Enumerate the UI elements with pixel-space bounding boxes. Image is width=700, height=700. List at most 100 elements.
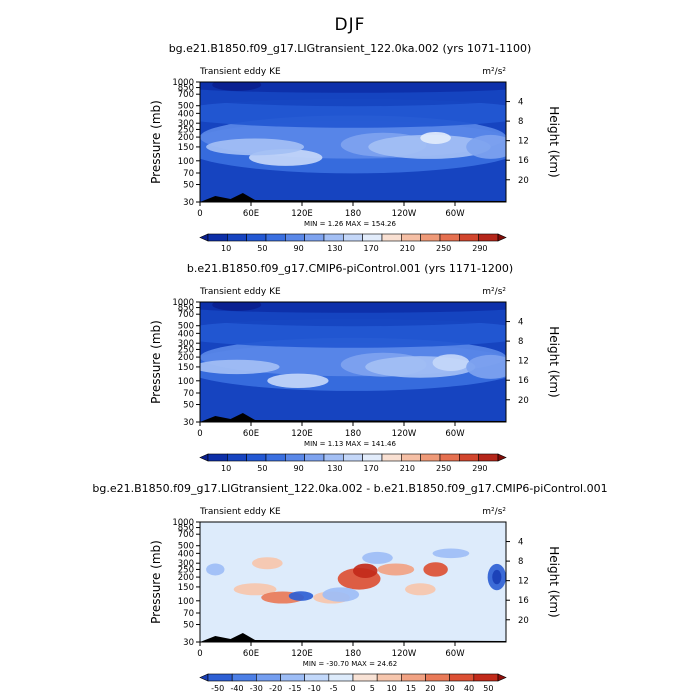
contour-region (252, 557, 283, 570)
contour-region (233, 583, 277, 596)
y-tick-label: 1000 (172, 518, 194, 528)
y-tick-label: 300 (178, 119, 194, 129)
y-right-tick-label: 16 (518, 596, 529, 606)
y-tick-label: 150 (178, 363, 194, 373)
colorbar-segment (420, 233, 441, 242)
y-right-axis-label: Height (km) (547, 326, 561, 397)
y-tick-label: 500 (178, 542, 194, 552)
contour-region (206, 138, 305, 156)
y-tick-label: 30 (183, 418, 194, 428)
colorbar-segment (207, 233, 228, 242)
y-tick-label: 250 (178, 345, 194, 355)
colorbar-segment (478, 453, 499, 462)
y-tick-label: 100 (178, 157, 194, 167)
contour-region (362, 551, 393, 564)
x-tick-label: 0 (197, 209, 202, 219)
colorbar-triangle-high (497, 673, 507, 682)
colorbar-label: 210 (400, 244, 415, 253)
colorbar-segment (304, 233, 325, 242)
colorbar-segment (459, 233, 479, 242)
colorbar-triangle-high (497, 453, 507, 462)
y-right-tick-label: 8 (518, 557, 523, 567)
y-tick-label: 1000 (172, 298, 194, 308)
y-right-tick-label: 8 (518, 337, 523, 347)
x-tick-label: 180 (345, 209, 361, 219)
colorbar-label: 210 (400, 464, 415, 473)
x-tick-label: 120W (392, 429, 417, 439)
contour-region (322, 587, 360, 602)
contour-region (212, 302, 262, 311)
y-right-tick-label: 20 (518, 176, 529, 186)
y-tick-label: 700 (178, 530, 194, 540)
colorbar-segment (285, 453, 305, 462)
contour-region (200, 318, 506, 348)
y-right-tick-label: 4 (518, 318, 523, 328)
contour-region (423, 562, 448, 577)
colorbar-label: 20 (425, 684, 435, 693)
panel-1: bg.e21.B1850.f09_g17.LIGtransient_122.0k… (149, 42, 561, 253)
y-right-tick-label: 4 (518, 538, 523, 548)
topography (200, 633, 506, 642)
contour-region (200, 98, 506, 128)
colorbar-segment (439, 453, 460, 462)
colorbar-label: 30 (445, 684, 455, 693)
y-right-tick-label: 12 (518, 357, 529, 367)
colorbar-label: -50 (211, 684, 224, 693)
colorbar-segment (420, 453, 441, 462)
y-tick-label: 700 (178, 90, 194, 100)
y-tick-label: 150 (178, 143, 194, 153)
contour-region (267, 373, 329, 388)
colorbar-segment (473, 673, 499, 682)
colorbar-label: -15 (288, 684, 301, 693)
colorbar-segment (343, 453, 363, 462)
x-tick-label: 0 (197, 429, 202, 439)
x-tick-label: 120W (392, 209, 417, 219)
contour-region (492, 569, 502, 585)
y-tick-label: 70 (183, 609, 194, 619)
contour-region (466, 134, 506, 159)
colorbar-segment (323, 233, 344, 242)
colorbar-label: -30 (250, 684, 263, 693)
y-right-tick-label: 16 (518, 376, 529, 386)
y-tick-label: 100 (178, 377, 194, 387)
x-tick-label: 60W (445, 649, 465, 659)
colorbar-label: -5 (330, 684, 338, 693)
colorbar-label: -10 (308, 684, 321, 693)
colorbar-segment (381, 233, 402, 242)
y-tick-label: 250 (178, 565, 194, 575)
y-tick-label: 100 (178, 597, 194, 607)
contour-region (420, 131, 451, 144)
colorbar-segment (439, 233, 460, 242)
colorbar-label: 50 (257, 464, 267, 473)
panels: bg.e21.B1850.f09_g17.LIGtransient_122.0k… (92, 42, 607, 693)
x-tick-label: 60W (445, 429, 465, 439)
y-axis-label: Pressure (mb) (149, 540, 163, 624)
panel-2: b.e21.B1850.f09_g17.CMIP6-piControl.001 … (149, 262, 561, 473)
min-max-stats: MIN = 1.26 MAX = 154.26 (304, 220, 396, 228)
contour-region (432, 548, 470, 559)
colorbar-label: 5 (370, 684, 375, 693)
y-tick-label: 250 (178, 125, 194, 135)
y-tick-label: 400 (178, 109, 194, 119)
colorbar-segment (323, 453, 344, 462)
colorbar-segment (401, 673, 426, 682)
colorbar-label: 40 (464, 684, 474, 693)
contour-field (200, 302, 506, 422)
y-tick-label: 150 (178, 583, 194, 593)
y-tick-label: 200 (178, 353, 194, 363)
panel-title: b.e21.B1850.f09_g17.CMIP6-piControl.001 … (187, 262, 513, 275)
colorbar-label: 170 (363, 464, 378, 473)
colorbar-label: 15 (406, 684, 416, 693)
colorbar-triangle-low (199, 673, 209, 682)
colorbar-label: 0 (350, 684, 355, 693)
colorbar-segment (304, 453, 325, 462)
colorbar-segment (265, 453, 286, 462)
colorbar-label: 10 (221, 244, 231, 253)
y-tick-label: 850 (178, 524, 194, 534)
x-tick-label: 0 (197, 649, 202, 659)
colorbar-segment (381, 453, 402, 462)
colorbar-segment (376, 673, 402, 682)
colorbar-segment (207, 453, 228, 462)
x-tick-label: 60E (243, 209, 259, 219)
x-tick-label: 120E (291, 209, 313, 219)
